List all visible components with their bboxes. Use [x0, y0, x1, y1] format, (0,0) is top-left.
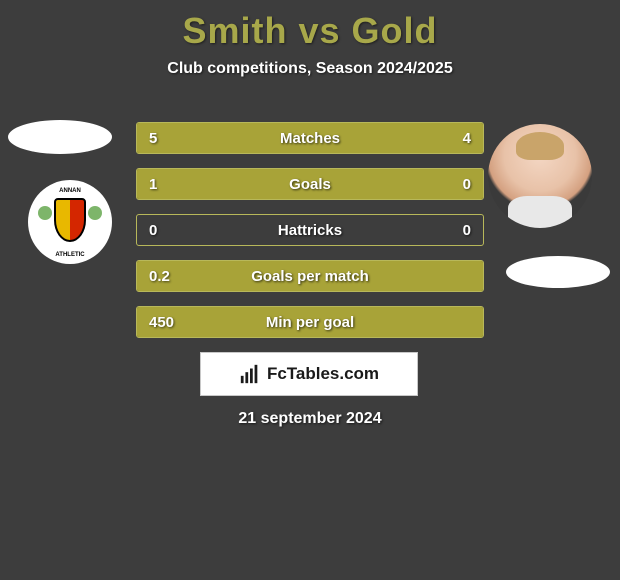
- player1-name-ellipse: [8, 120, 112, 154]
- stat-label: Min per goal: [137, 307, 483, 337]
- stat-value-right: 0: [463, 169, 471, 199]
- stat-row: 0 Hattricks 0: [136, 214, 484, 246]
- stat-label: Goals: [137, 169, 483, 199]
- stat-row: 5 Matches 4: [136, 122, 484, 154]
- stat-row: 0.2 Goals per match: [136, 260, 484, 292]
- stats-rows: 5 Matches 4 1 Goals 0 0 Hattricks 0 0.2 …: [136, 122, 484, 352]
- player1-club-badge: ANNAN ATHLETIC: [28, 180, 112, 264]
- player2-name-ellipse: [506, 256, 610, 288]
- comparison-title: Smith vs Gold: [0, 0, 620, 52]
- stat-value-right: 4: [463, 123, 471, 153]
- badge-text-top: ANNAN: [40, 188, 100, 194]
- source-logo: FcTables.com: [200, 352, 418, 396]
- title-vs: vs: [298, 10, 340, 51]
- stat-row: 1 Goals 0: [136, 168, 484, 200]
- subtitle: Club competitions, Season 2024/2025: [0, 60, 620, 78]
- stat-label: Goals per match: [137, 261, 483, 291]
- player2-name: Gold: [352, 10, 438, 51]
- source-logo-text: FcTables.com: [267, 364, 379, 384]
- bars-icon: [239, 363, 261, 385]
- player1-name: Smith: [182, 10, 287, 51]
- stat-label: Matches: [137, 123, 483, 153]
- stat-row: 450 Min per goal: [136, 306, 484, 338]
- player2-avatar: [488, 124, 592, 228]
- badge-text-bottom: ATHLETIC: [40, 252, 100, 258]
- stat-label: Hattricks: [137, 215, 483, 245]
- date-text: 21 september 2024: [0, 410, 620, 428]
- stat-value-right: 0: [463, 215, 471, 245]
